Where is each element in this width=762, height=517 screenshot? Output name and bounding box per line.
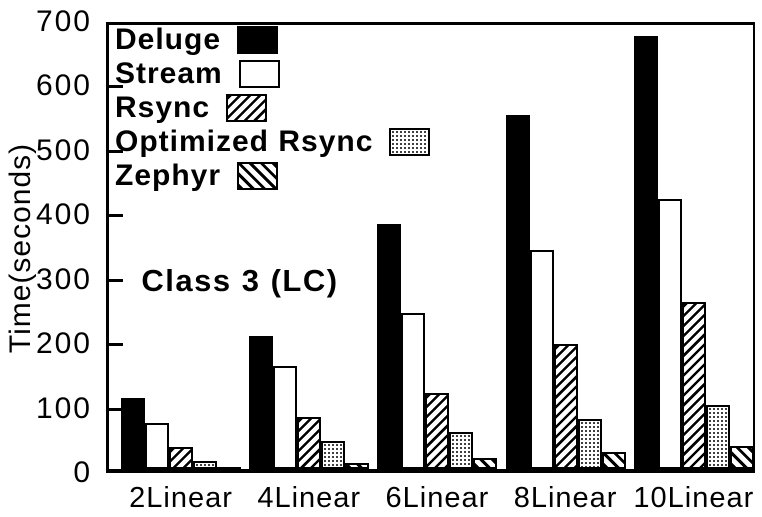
bar-zephyr-10linear [729,446,754,469]
bar-optimized-rsync-8linear [577,419,602,469]
bar-rsync-4linear [297,417,322,469]
bar-zephyr-4linear [345,463,370,469]
legend-label: Zephyr [115,159,222,192]
bar-stream-10linear [657,199,682,469]
legend-item-stream: Stream [115,57,430,91]
x-tick-label: 10Linear [633,482,755,514]
legend-item-rsync: Rsync [115,91,430,125]
y-tick-label: 700 [35,5,92,38]
bar-stream-4linear [273,366,298,469]
bar-optimized-rsync-4linear [321,441,346,469]
y-axis-title: Time(seconds) [4,142,37,354]
y-tick-mark [109,149,123,153]
x-tick-label: 2Linear [129,482,233,514]
legend-label: Optimized Rsync [115,125,374,158]
legend-swatch-hatch-forward [226,94,268,122]
x-tick-label: 6Linear [385,482,490,514]
y-tick-mark [109,85,123,89]
x-tick-label: 4Linear [257,482,362,514]
y-tick-label: 400 [35,198,92,232]
bar-rsync-10linear [681,302,706,469]
bar-deluge-10linear [633,36,658,469]
bar-optimized-rsync-6linear [449,432,474,469]
bar-rsync-8linear [553,344,578,469]
legend-label: Stream [115,57,223,90]
legend-swatch-solid-black [237,26,279,54]
x-tick-label: 8Linear [513,482,618,514]
y-tick-mark [109,407,123,411]
bar-stream-8linear [529,250,554,469]
legend-swatch-hatch-backward [237,162,279,190]
legend-item-optimized-rsync: Optimized Rsync [115,125,431,159]
legend-swatch-white [238,60,280,88]
legend-item-zephyr: Zephyr [115,159,430,193]
bar-zephyr-6linear [473,458,498,469]
bar-rsync-6linear [425,393,450,469]
chart-annotation: Class 3 (LC) [141,263,339,298]
y-tick-label: 300 [35,262,92,296]
y-tick-label: 200 [35,327,92,361]
bar-stream-6linear [401,313,426,469]
legend-swatch-dots [389,128,431,156]
legend: Deluge Stream Rsync Optimized Rsync Zephyr [115,23,431,193]
bar-deluge-4linear [249,336,274,469]
bar-rsync-2linear [169,447,193,469]
bar-optimized-rsync-10linear [705,405,730,469]
bar-deluge-6linear [377,224,402,469]
bar-optimized-rsync-2linear [193,461,217,469]
legend-label: Rsync [115,91,211,124]
y-tick-label: 600 [35,69,92,103]
y-tick-mark [109,343,123,347]
bar-zephyr-8linear [601,452,626,469]
legend-item-deluge: Deluge [115,23,430,57]
bar-deluge-2linear [121,398,145,469]
y-tick-mark [109,278,123,282]
y-tick-label: 100 [35,391,92,425]
bar-deluge-8linear [505,115,530,469]
bar-zephyr-2linear [217,467,241,471]
y-tick-label: 500 [35,133,92,167]
bar-stream-2linear [145,423,169,469]
legend-label: Deluge [115,23,222,56]
y-tick-label: 0 [73,456,92,489]
y-tick-mark [109,214,123,218]
